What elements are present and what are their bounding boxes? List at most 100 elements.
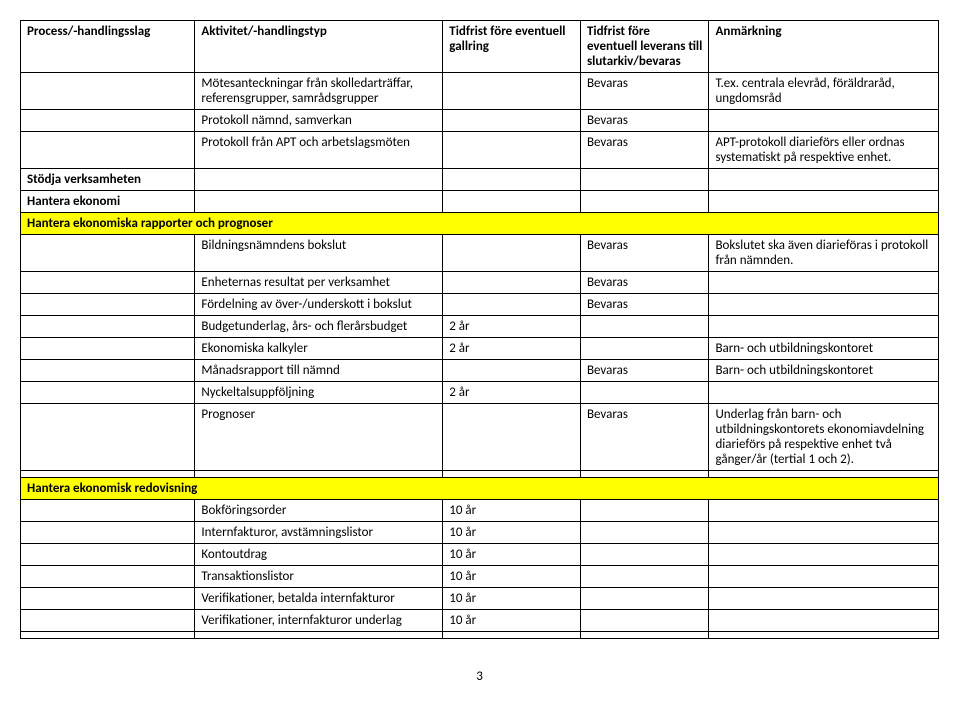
table-cell [21, 471, 195, 478]
table-row: Verifikationer, betalda internfakturor10… [21, 588, 939, 610]
document-table: Process/-handlingsslag Aktivitet/-handli… [20, 20, 939, 639]
table-cell [709, 294, 939, 316]
table-cell [21, 382, 195, 404]
table-cell: Bevaras [580, 294, 709, 316]
table-cell: 10 år [443, 500, 581, 522]
table-cell [709, 522, 939, 544]
table-cell: Barn- och utbildningskontoret [709, 360, 939, 382]
table-cell: Verifikationer, internfakturor underlag [195, 610, 443, 632]
table-cell [21, 500, 195, 522]
table-cell [195, 191, 443, 213]
table-row: Budgetunderlag, års- och flerårsbudget2 … [21, 316, 939, 338]
table-cell: Stödja verksamheten [21, 169, 195, 191]
table-cell: Bevaras [580, 272, 709, 294]
table-cell: Mötesanteckningar från skolledarträffar,… [195, 73, 443, 110]
table-cell [443, 132, 581, 169]
table-cell [443, 169, 581, 191]
table-cell [580, 471, 709, 478]
table-cell [580, 169, 709, 191]
table-cell: Enheternas resultat per verksamhet [195, 272, 443, 294]
table-cell [21, 338, 195, 360]
table-cell [580, 632, 709, 639]
table-cell [21, 632, 195, 639]
table-cell: Prognoser [195, 404, 443, 471]
table-cell: 2 år [443, 316, 581, 338]
table-cell: 10 år [443, 588, 581, 610]
table-cell: 10 år [443, 566, 581, 588]
table-cell: T.ex. centrala elevråd, föräldraråd, ung… [709, 73, 939, 110]
table-cell: Bevaras [580, 132, 709, 169]
table-cell [580, 610, 709, 632]
page-number: 3 [20, 669, 939, 684]
table-cell [709, 632, 939, 639]
table-row: Protokoll från APT och arbetslagsmöten Be… [21, 132, 939, 169]
table-cell [195, 471, 443, 478]
table-cell [21, 566, 195, 588]
table-cell [709, 566, 939, 588]
table-row: Verifikationer, internfakturor underlag1… [21, 610, 939, 632]
table-cell [443, 360, 581, 382]
table-cell: Bevaras [580, 235, 709, 272]
table-cell: Nyckeltalsuppföljning [195, 382, 443, 404]
table-cell [580, 588, 709, 610]
table-cell [21, 360, 195, 382]
table-cell [195, 632, 443, 639]
table-cell: 2 år [443, 382, 581, 404]
table-cell: Internfakturor, avstämningslistor [195, 522, 443, 544]
table-row: Månadsrapport till nämnd BevarasBarn- och… [21, 360, 939, 382]
table-cell: 10 år [443, 610, 581, 632]
table-cell [709, 544, 939, 566]
table-cell [580, 500, 709, 522]
table-cell: Bildningsnämndens bokslut [195, 235, 443, 272]
table-row: Enheternas resultat per verksamhet Bevara… [21, 272, 939, 294]
table-cell [21, 404, 195, 471]
table-cell: Fördelning av över-/underskott i bokslut [195, 294, 443, 316]
table-row: Hantera ekonomi [21, 191, 939, 213]
table-row [21, 471, 939, 478]
table-cell [709, 191, 939, 213]
table-header-row: Process/-handlingsslag Aktivitet/-handli… [21, 21, 939, 73]
table-cell: 10 år [443, 522, 581, 544]
table-cell: Protokoll från APT och arbetslagsmöten [195, 132, 443, 169]
table-cell [709, 110, 939, 132]
table-cell [443, 235, 581, 272]
table-cell [709, 169, 939, 191]
table-cell: Ekonomiska kalkyler [195, 338, 443, 360]
table-row: Bildningsnämndens bokslutBevarasBokslute… [21, 235, 939, 272]
table-row: Bokföringsorder10 år [21, 500, 939, 522]
table-cell [443, 404, 581, 471]
header-col3: Tidfrist före eventuell gallring [443, 21, 581, 73]
table-cell: Hantera ekonomi [21, 191, 195, 213]
table-cell: Verifikationer, betalda internfakturor [195, 588, 443, 610]
table-cell [443, 191, 581, 213]
table-cell: Kontoutdrag [195, 544, 443, 566]
table-row: Transaktionslistor10 år [21, 566, 939, 588]
table-cell: Transaktionslistor [195, 566, 443, 588]
table-cell [443, 294, 581, 316]
table-cell: APT-protokoll diarieförs eller ordnas sy… [709, 132, 939, 169]
table-cell: Underlag från barn- och utbildningskonto… [709, 404, 939, 471]
table-cell [21, 610, 195, 632]
table-row: Hantera ekonomiska rapporter och prognos… [21, 213, 939, 235]
table-cell: Bokföringsorder [195, 500, 443, 522]
table-row: Nyckeltalsuppföljning2 år [21, 382, 939, 404]
section-cell: Hantera ekonomisk redovisning [21, 478, 939, 500]
table-cell: Bevaras [580, 360, 709, 382]
table-row: Stödja verksamheten [21, 169, 939, 191]
table-cell [443, 73, 581, 110]
table-cell [443, 632, 581, 639]
table-row: Mötesanteckningar från skolledarträffar,… [21, 73, 939, 110]
table-cell [709, 382, 939, 404]
table-cell [709, 471, 939, 478]
table-row: PrognoserBevarasUnderlag från barn- och … [21, 404, 939, 471]
table-cell: 2 år [443, 338, 581, 360]
table-cell: Protokoll nämnd, samverkan [195, 110, 443, 132]
table-cell [443, 272, 581, 294]
table-cell: Barn- och utbildningskontoret [709, 338, 939, 360]
table-cell [195, 169, 443, 191]
table-cell: Månadsrapport till nämnd [195, 360, 443, 382]
header-col1: Process/-handlingsslag [21, 21, 195, 73]
table-cell [580, 338, 709, 360]
table-row: Fördelning av över-/underskott i bokslut… [21, 294, 939, 316]
section-cell: Hantera ekonomiska rapporter och prognos… [21, 213, 939, 235]
